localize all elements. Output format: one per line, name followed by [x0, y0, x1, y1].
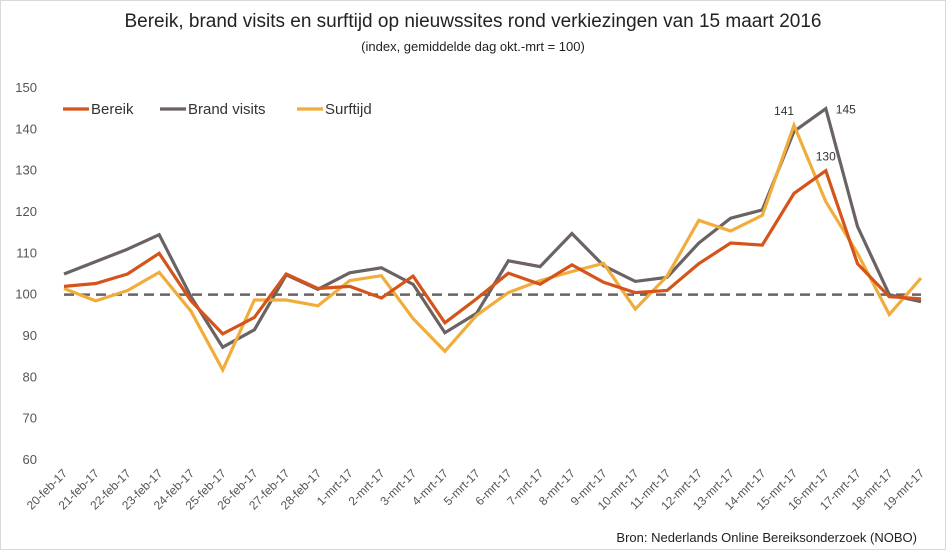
chart-subtitle: (index, gemiddelde dag okt.-mrt = 100): [361, 39, 585, 54]
series-line-bereik: [63, 168, 922, 336]
y-tick-label: 150: [15, 80, 37, 95]
data-label: 130: [816, 150, 836, 164]
y-tick-label: 60: [23, 452, 37, 467]
legend-label-bereik: Bereik: [91, 101, 134, 118]
legend-label-surftijd: Surftijd: [325, 101, 372, 118]
y-tick-label: 110: [16, 245, 37, 260]
data-label: 141: [774, 104, 794, 118]
y-tick-label: 70: [23, 411, 37, 426]
y-tick-label: 130: [15, 163, 37, 178]
legend-label-brand-visits: Brand visits: [188, 101, 266, 118]
chart-source: Bron: Nederlands Online Bereiksonderzoek…: [616, 530, 917, 545]
chart-title: Bereik, brand visits en surftijd op nieu…: [124, 11, 822, 32]
y-tick-label: 90: [23, 328, 37, 343]
y-tick-label: 140: [15, 121, 37, 136]
y-tick-label: 120: [15, 204, 37, 219]
data-label: 145: [836, 103, 856, 117]
series-line-surftijd: [63, 120, 923, 374]
y-tick-label: 80: [23, 369, 37, 384]
y-tick-label: 100: [15, 287, 37, 302]
